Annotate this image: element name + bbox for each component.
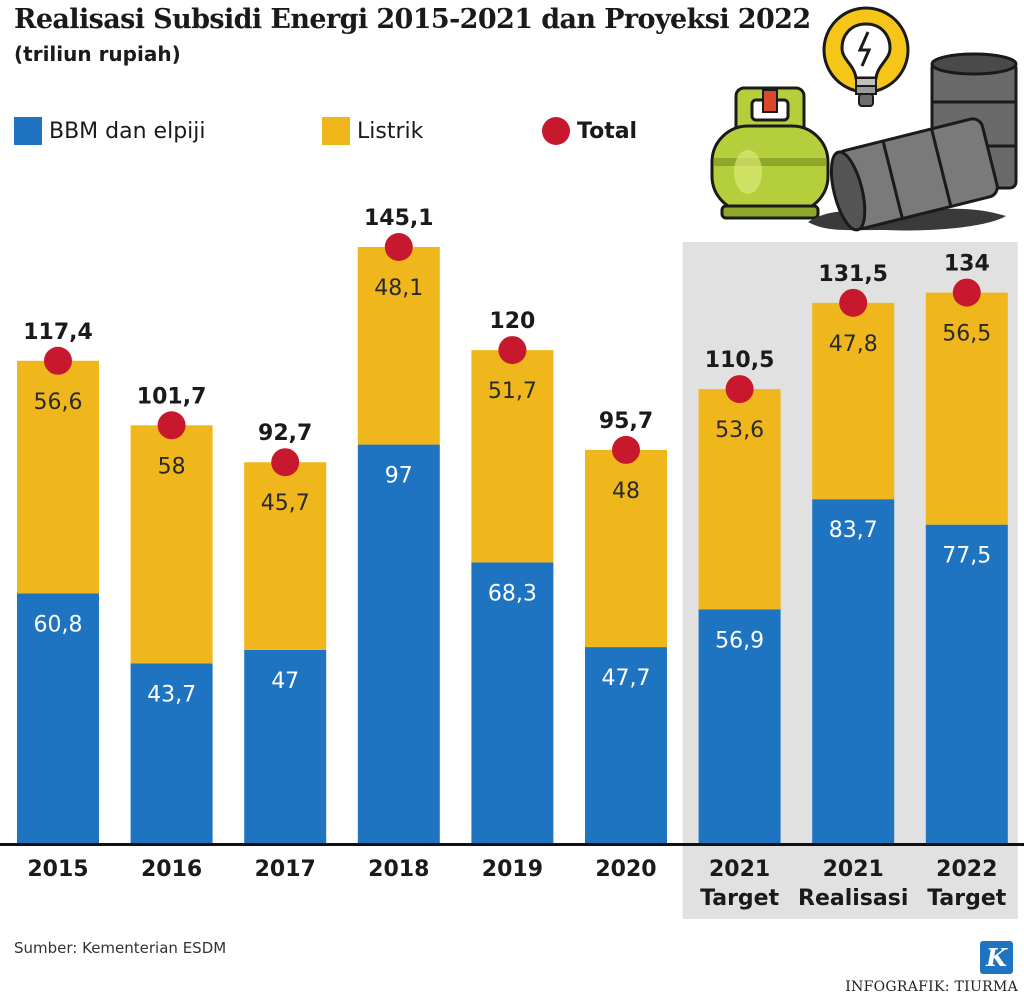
- label-total-5: 95,7: [599, 409, 653, 434]
- label-total-4: 120: [489, 309, 535, 334]
- bar-bbm-8: [925, 524, 1008, 843]
- label-bbm-1: 43,7: [147, 683, 196, 708]
- total-dot-1: [157, 411, 186, 440]
- x-tick-label-6-0: 2021: [709, 857, 770, 882]
- bar-bbm-6: [698, 609, 781, 843]
- x-tick-label-8-1: Target: [927, 886, 1007, 911]
- bar-listrik-8: [925, 292, 1008, 525]
- label-bbm-5: 47,7: [602, 666, 651, 691]
- total-dot-0: [44, 346, 72, 375]
- total-dot-8: [952, 278, 981, 307]
- bar-listrik-1: [130, 425, 213, 664]
- x-tick-label-4-0: 2019: [482, 857, 543, 882]
- bar-listrik-6: [698, 389, 781, 610]
- x-tick-label-6-1: Target: [700, 886, 780, 911]
- label-total-3: 145,1: [364, 206, 434, 231]
- bar-listrik-7: [812, 302, 895, 500]
- oil-barrel-icon: [808, 52, 1018, 232]
- total-dot-3: [384, 233, 413, 261]
- legend-label-listrik: Listrik: [357, 118, 424, 144]
- total-dot-2: [271, 448, 300, 477]
- label-listrik-7: 47,8: [829, 332, 878, 357]
- label-listrik-3: 48,1: [374, 276, 423, 301]
- bar-listrik-4: [471, 350, 554, 563]
- x-tick-label-8-0: 2022: [936, 857, 997, 882]
- legend-label-bbm: BBM dan elpiji: [49, 118, 206, 144]
- source-note: Sumber: Kementerian ESDM: [14, 939, 227, 957]
- legend-item-total: Total: [542, 116, 637, 146]
- chart-subtitle: (triliun rupiah): [14, 42, 181, 66]
- bar-bbm-1: [130, 663, 213, 843]
- label-bbm-7: 83,7: [829, 518, 878, 543]
- label-bbm-6: 56,9: [715, 628, 764, 653]
- label-total-7: 131,5: [818, 262, 888, 287]
- label-listrik-1: 58: [158, 454, 186, 479]
- label-listrik-4: 51,7: [488, 379, 537, 404]
- total-dot-7: [839, 288, 868, 317]
- total-dot-5: [612, 435, 640, 464]
- bar-bbm-2: [244, 649, 327, 843]
- x-tick-label-0-0: 2015: [27, 857, 88, 882]
- total-dot-4: [498, 336, 527, 365]
- legend-item-bbm: BBM dan elpiji: [14, 116, 206, 146]
- x-tick-label-7-0: 2021: [823, 857, 884, 882]
- publisher-logo: K: [980, 941, 1013, 974]
- label-total-0: 117,4: [23, 320, 93, 345]
- gas-cylinder-icon: [710, 86, 830, 220]
- x-tick-label-3-0: 2018: [368, 857, 429, 882]
- label-bbm-4: 68,3: [488, 581, 537, 606]
- bar-listrik-3: [357, 247, 440, 445]
- label-listrik-2: 45,7: [261, 491, 310, 516]
- legend-swatch-listrik: [322, 117, 350, 145]
- label-total-2: 92,7: [258, 421, 312, 446]
- bar-listrik-5: [585, 449, 667, 648]
- bar-listrik-2: [244, 462, 327, 650]
- label-bbm-0: 60,8: [34, 612, 83, 637]
- label-listrik-8: 56,5: [942, 322, 991, 347]
- label-total-8: 134: [944, 252, 990, 277]
- total-dot-6: [725, 375, 754, 404]
- label-bbm-8: 77,5: [942, 544, 991, 569]
- infographic-credit: INFOGRAFIK: TIURMA: [845, 979, 1018, 995]
- chart-title: Realisasi Subsidi Energi 2015-2021 dan P…: [14, 4, 811, 35]
- bar-bbm-0: [17, 593, 99, 843]
- legend-swatch-bbm: [14, 117, 42, 145]
- bar-bbm-5: [585, 647, 667, 843]
- label-listrik-5: 48: [612, 479, 640, 504]
- label-listrik-6: 53,6: [715, 418, 764, 443]
- x-tick-label-7-1: Realisasi: [798, 886, 908, 911]
- legend-label-total: Total: [577, 118, 638, 144]
- x-tick-label-2-0: 2017: [255, 857, 316, 882]
- bar-listrik-0: [17, 360, 99, 594]
- label-total-6: 110,5: [705, 348, 775, 373]
- legend-item-listrik: Listrik: [322, 116, 423, 146]
- x-tick-label-1-0: 2016: [141, 857, 202, 882]
- x-tick-label-5-0: 2020: [595, 857, 656, 882]
- label-total-1: 101,7: [137, 384, 207, 409]
- legend-dot-total: [542, 117, 570, 145]
- label-listrik-0: 56,6: [34, 390, 83, 415]
- bar-bbm-3: [357, 444, 440, 843]
- bar-bbm-7: [812, 499, 895, 843]
- label-bbm-3: 97: [385, 464, 413, 489]
- label-bbm-2: 47: [271, 669, 299, 694]
- light-bulb-icon: [822, 6, 910, 107]
- bar-bbm-4: [471, 562, 554, 843]
